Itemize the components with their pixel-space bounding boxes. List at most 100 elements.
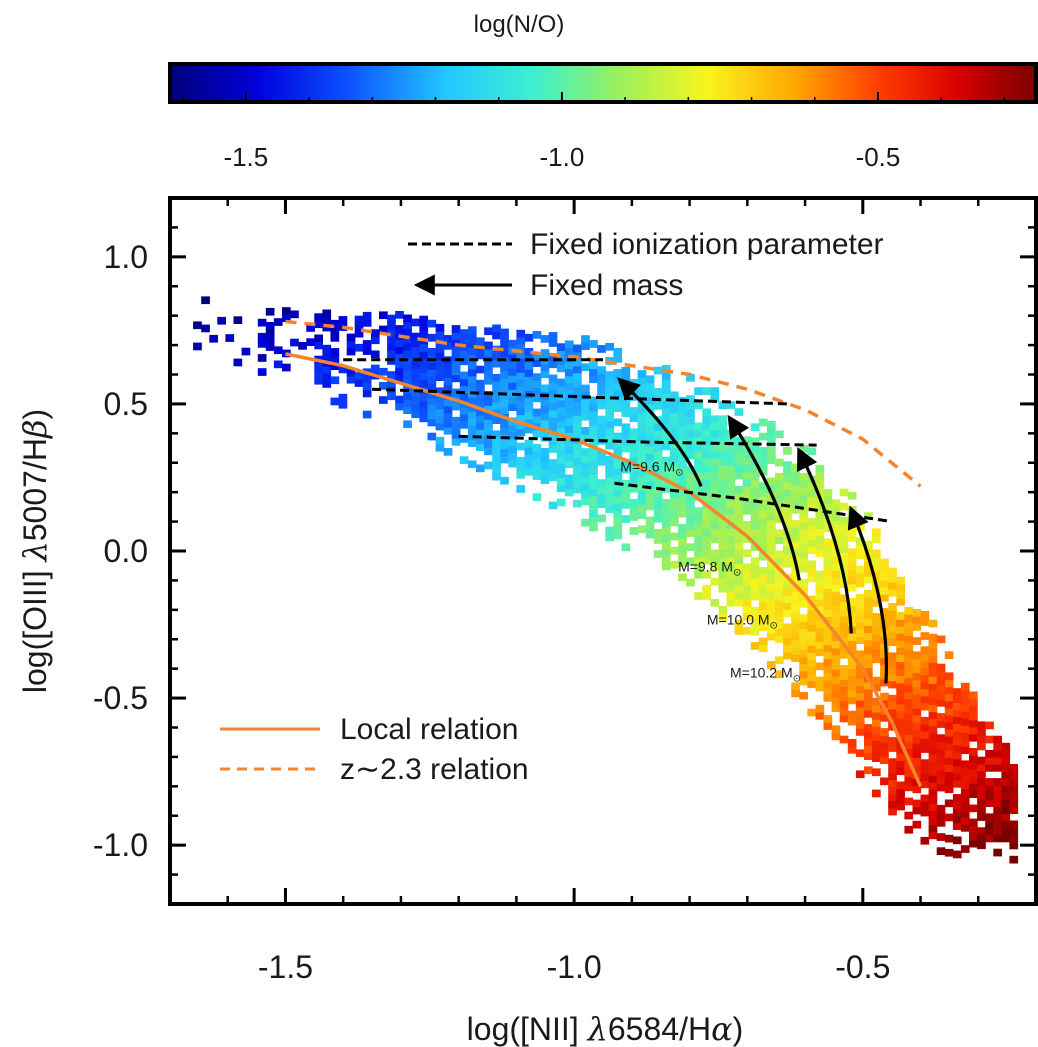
density-pixel — [831, 619, 841, 628]
density-pixel — [653, 451, 663, 460]
density-pixel — [573, 429, 582, 437]
density-pixel — [936, 783, 946, 792]
density-pixel — [1001, 799, 1011, 807]
y-tick-label: 1.0 — [104, 239, 148, 275]
density-pixel — [233, 358, 243, 367]
density-pixel — [920, 716, 930, 725]
density-pixel — [330, 334, 340, 342]
density-pixel — [742, 499, 752, 508]
density-pixel — [839, 552, 849, 560]
density-pixel — [516, 372, 526, 380]
density-pixel — [597, 373, 606, 381]
density-pixel — [985, 799, 994, 807]
density-pixel — [831, 704, 841, 712]
density-pixel — [831, 612, 841, 621]
density-pixel — [807, 539, 817, 547]
density-pixel — [847, 696, 857, 705]
density-pixel — [767, 562, 776, 570]
density-pixel — [524, 348, 534, 356]
density-pixel — [362, 382, 372, 391]
density-pixel — [807, 447, 817, 456]
density-pixel — [839, 686, 849, 694]
density-pixel — [791, 604, 800, 613]
density-pixel — [928, 768, 938, 776]
density-pixel — [670, 469, 679, 477]
density-pixel — [532, 465, 542, 473]
density-pixel — [758, 524, 768, 533]
density-pixel — [484, 440, 493, 449]
density-pixel — [799, 480, 808, 488]
density-pixel — [516, 471, 526, 479]
density-pixel — [985, 785, 994, 793]
density-pixel — [815, 662, 825, 671]
density-pixel — [912, 609, 922, 617]
density-pixel — [880, 572, 889, 581]
density-pixel — [670, 391, 679, 400]
density-pixel — [548, 501, 558, 510]
density-pixel — [799, 564, 808, 573]
local-relation-curve — [285, 352, 923, 788]
density-pixel — [484, 398, 493, 406]
density-pixel — [952, 808, 962, 816]
density-pixel — [726, 584, 736, 593]
density-pixel — [710, 471, 720, 480]
density-pixel — [904, 614, 914, 622]
density-pixel — [516, 414, 526, 423]
density-pixel — [855, 565, 865, 574]
density-pixel — [726, 507, 736, 515]
density-pixel — [605, 491, 614, 499]
density-pixel — [257, 332, 267, 341]
density-pixel — [354, 372, 364, 380]
density-pixel — [767, 519, 776, 528]
density-pixel — [928, 760, 938, 769]
density-pixel — [742, 598, 752, 607]
density-pixel — [880, 749, 889, 757]
density-pixel — [273, 318, 283, 326]
density-pixel — [985, 749, 994, 758]
density-pixel — [718, 500, 728, 508]
density-pixel — [540, 469, 550, 477]
density-pixel — [403, 392, 412, 400]
density-pixel — [791, 569, 800, 578]
density-pixel — [467, 425, 477, 433]
density-pixel — [573, 372, 582, 381]
density-pixel — [896, 746, 905, 754]
density-pixel — [500, 378, 509, 386]
density-pixel — [855, 544, 865, 553]
density-pixel — [718, 584, 728, 593]
density-pixel — [726, 436, 736, 445]
density-pixel — [823, 658, 833, 667]
density-pixel — [556, 413, 566, 422]
density-pixel — [556, 477, 566, 486]
density-pixel — [1009, 827, 1019, 836]
density-pixel — [702, 549, 711, 558]
density-pixel — [936, 769, 946, 778]
density-pixel — [750, 472, 760, 481]
density-pixel — [621, 494, 631, 502]
density-pixel — [839, 707, 849, 716]
density-pixel — [629, 470, 639, 479]
density-pixel — [589, 467, 598, 475]
density-pixel — [839, 523, 849, 532]
density-pixel — [912, 658, 922, 667]
density-pixel — [516, 400, 526, 409]
density-pixel — [993, 806, 1002, 814]
density-pixel — [839, 545, 849, 553]
density-pixel — [548, 402, 558, 411]
density-pixel — [589, 481, 598, 489]
density-pixel — [492, 373, 501, 382]
density-pixel — [686, 472, 695, 481]
density-pixel — [783, 489, 792, 498]
density-pixel — [750, 606, 760, 615]
density-pixel — [928, 718, 938, 727]
density-pixel — [952, 730, 962, 739]
density-pixel — [508, 375, 517, 383]
density-pixel — [742, 521, 752, 529]
density-pixel — [839, 644, 849, 652]
density-pixel — [516, 421, 526, 430]
density-pixel — [750, 508, 760, 516]
density-pixel — [944, 799, 954, 808]
density-pixel — [492, 381, 501, 389]
density-pixel — [928, 817, 938, 826]
density-pixel — [411, 332, 420, 341]
